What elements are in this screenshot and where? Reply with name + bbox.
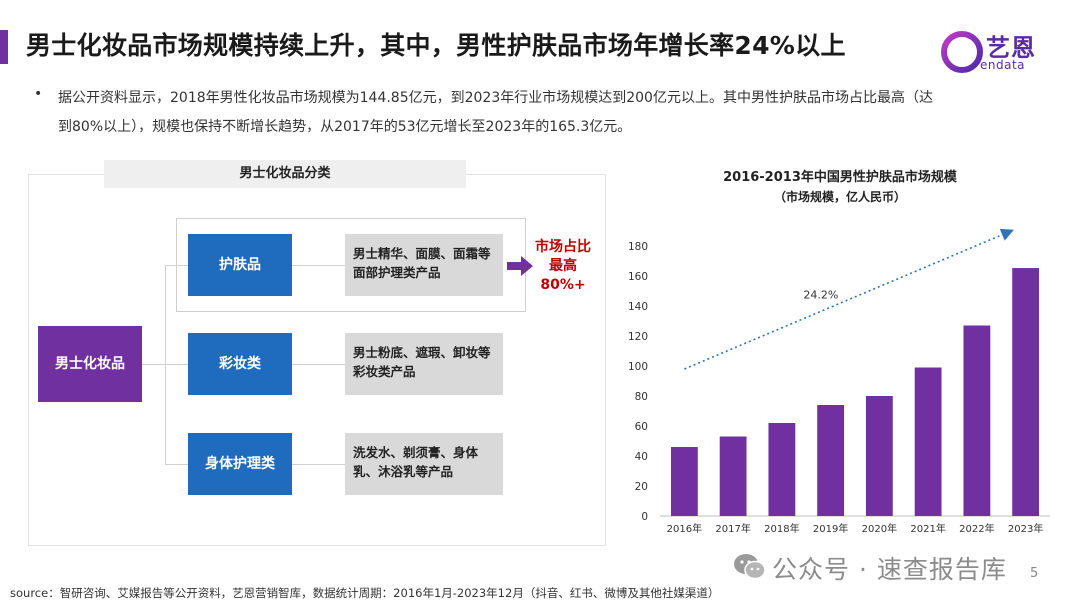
endata-logo-icon	[941, 31, 983, 73]
y-tick-label: 100	[628, 361, 648, 373]
y-tick-label: 120	[628, 331, 648, 343]
bar	[865, 396, 893, 516]
x-tick-label: 2020年	[862, 522, 897, 535]
connector-root	[142, 364, 166, 365]
y-tick-label: 160	[628, 271, 648, 283]
connector-branch-2	[165, 364, 188, 365]
chart-title: 2016-2013年中国男性护肤品市场规模	[723, 170, 957, 185]
trend-arrow	[684, 228, 1014, 370]
logo: 艺恩 endata	[940, 26, 1050, 82]
watermark-text: 公众号 · 速查报告库	[772, 555, 1007, 584]
share-highlight-text: 市场占比最高80%+	[535, 239, 591, 293]
bar	[768, 423, 796, 516]
growth-rate-label: 24.2%	[803, 289, 838, 302]
x-tick-label: 2022年	[959, 522, 994, 535]
bar	[1012, 268, 1040, 516]
source-note: source：智研咨询、艾媒报告等公开资料，艺恩营销智库，数据统计周期：2016…	[10, 586, 720, 600]
x-tick-label: 2021年	[910, 522, 945, 535]
page-title: 男士化妆品市场规模持续上升，其中，男性护肤品市场年增长率24%以上	[26, 31, 846, 60]
bar	[719, 436, 747, 516]
bar-chart: 0 20 40 60 80 100 120 140 160 180 2016年 2017年 2018年 2…	[628, 228, 1050, 535]
x-tick-label: 2017年	[715, 522, 750, 535]
right-arrow-icon	[507, 256, 533, 276]
intro-paragraph: 据公开资料显示，2018年男性化妆品市场规模为144.85亿元，到2023年行业…	[58, 90, 933, 135]
y-tick-label: 80	[635, 391, 648, 403]
category-bodycare: 身体护理类	[188, 433, 292, 495]
y-tick-label: 0	[641, 511, 648, 523]
bar	[914, 367, 942, 516]
connector-trunk	[165, 265, 166, 465]
connector-desc-3	[292, 464, 345, 465]
page-number: 5	[1030, 566, 1039, 581]
category-skincare: 护肤品	[188, 234, 292, 296]
x-tick-label: 2016年	[667, 522, 702, 535]
logo-text-en: endata	[980, 58, 1026, 72]
connector-desc-2	[292, 364, 345, 365]
y-tick-label: 60	[635, 421, 648, 433]
x-tick-label: 2019年	[813, 522, 848, 535]
y-tick-label: 40	[635, 451, 648, 463]
chart-subtitle: （市场规模，亿人民币）	[773, 190, 906, 204]
connector-branch-3	[165, 464, 188, 465]
desc-bodycare: 洗发水、剃须膏、身体乳、沐浴乳等产品	[345, 433, 503, 495]
y-tick-label: 140	[628, 301, 648, 313]
bullet-marker: •	[34, 86, 43, 102]
classification-heading: 男士化妆品分类	[104, 160, 466, 188]
logo-text-cn: 艺恩	[986, 34, 1036, 62]
bar	[817, 405, 845, 516]
x-tick-label: 2023年	[1008, 522, 1043, 535]
bar	[963, 325, 991, 516]
desc-skincare: 男士精华、面膜、面霜等面部护理类产品	[345, 234, 503, 296]
root-category-box: 男士化妆品	[38, 326, 142, 402]
title-accent-bar	[0, 30, 8, 64]
connector-desc-1	[292, 265, 345, 266]
y-tick-label: 20	[635, 481, 648, 493]
category-makeup: 彩妆类	[188, 333, 292, 395]
wechat-icon	[734, 554, 766, 580]
y-tick-label: 180	[628, 241, 648, 253]
desc-makeup: 男士粉底、遮瑕、卸妆等彩妆类产品	[345, 333, 503, 395]
bar	[670, 447, 698, 516]
x-tick-label: 2018年	[764, 522, 799, 535]
